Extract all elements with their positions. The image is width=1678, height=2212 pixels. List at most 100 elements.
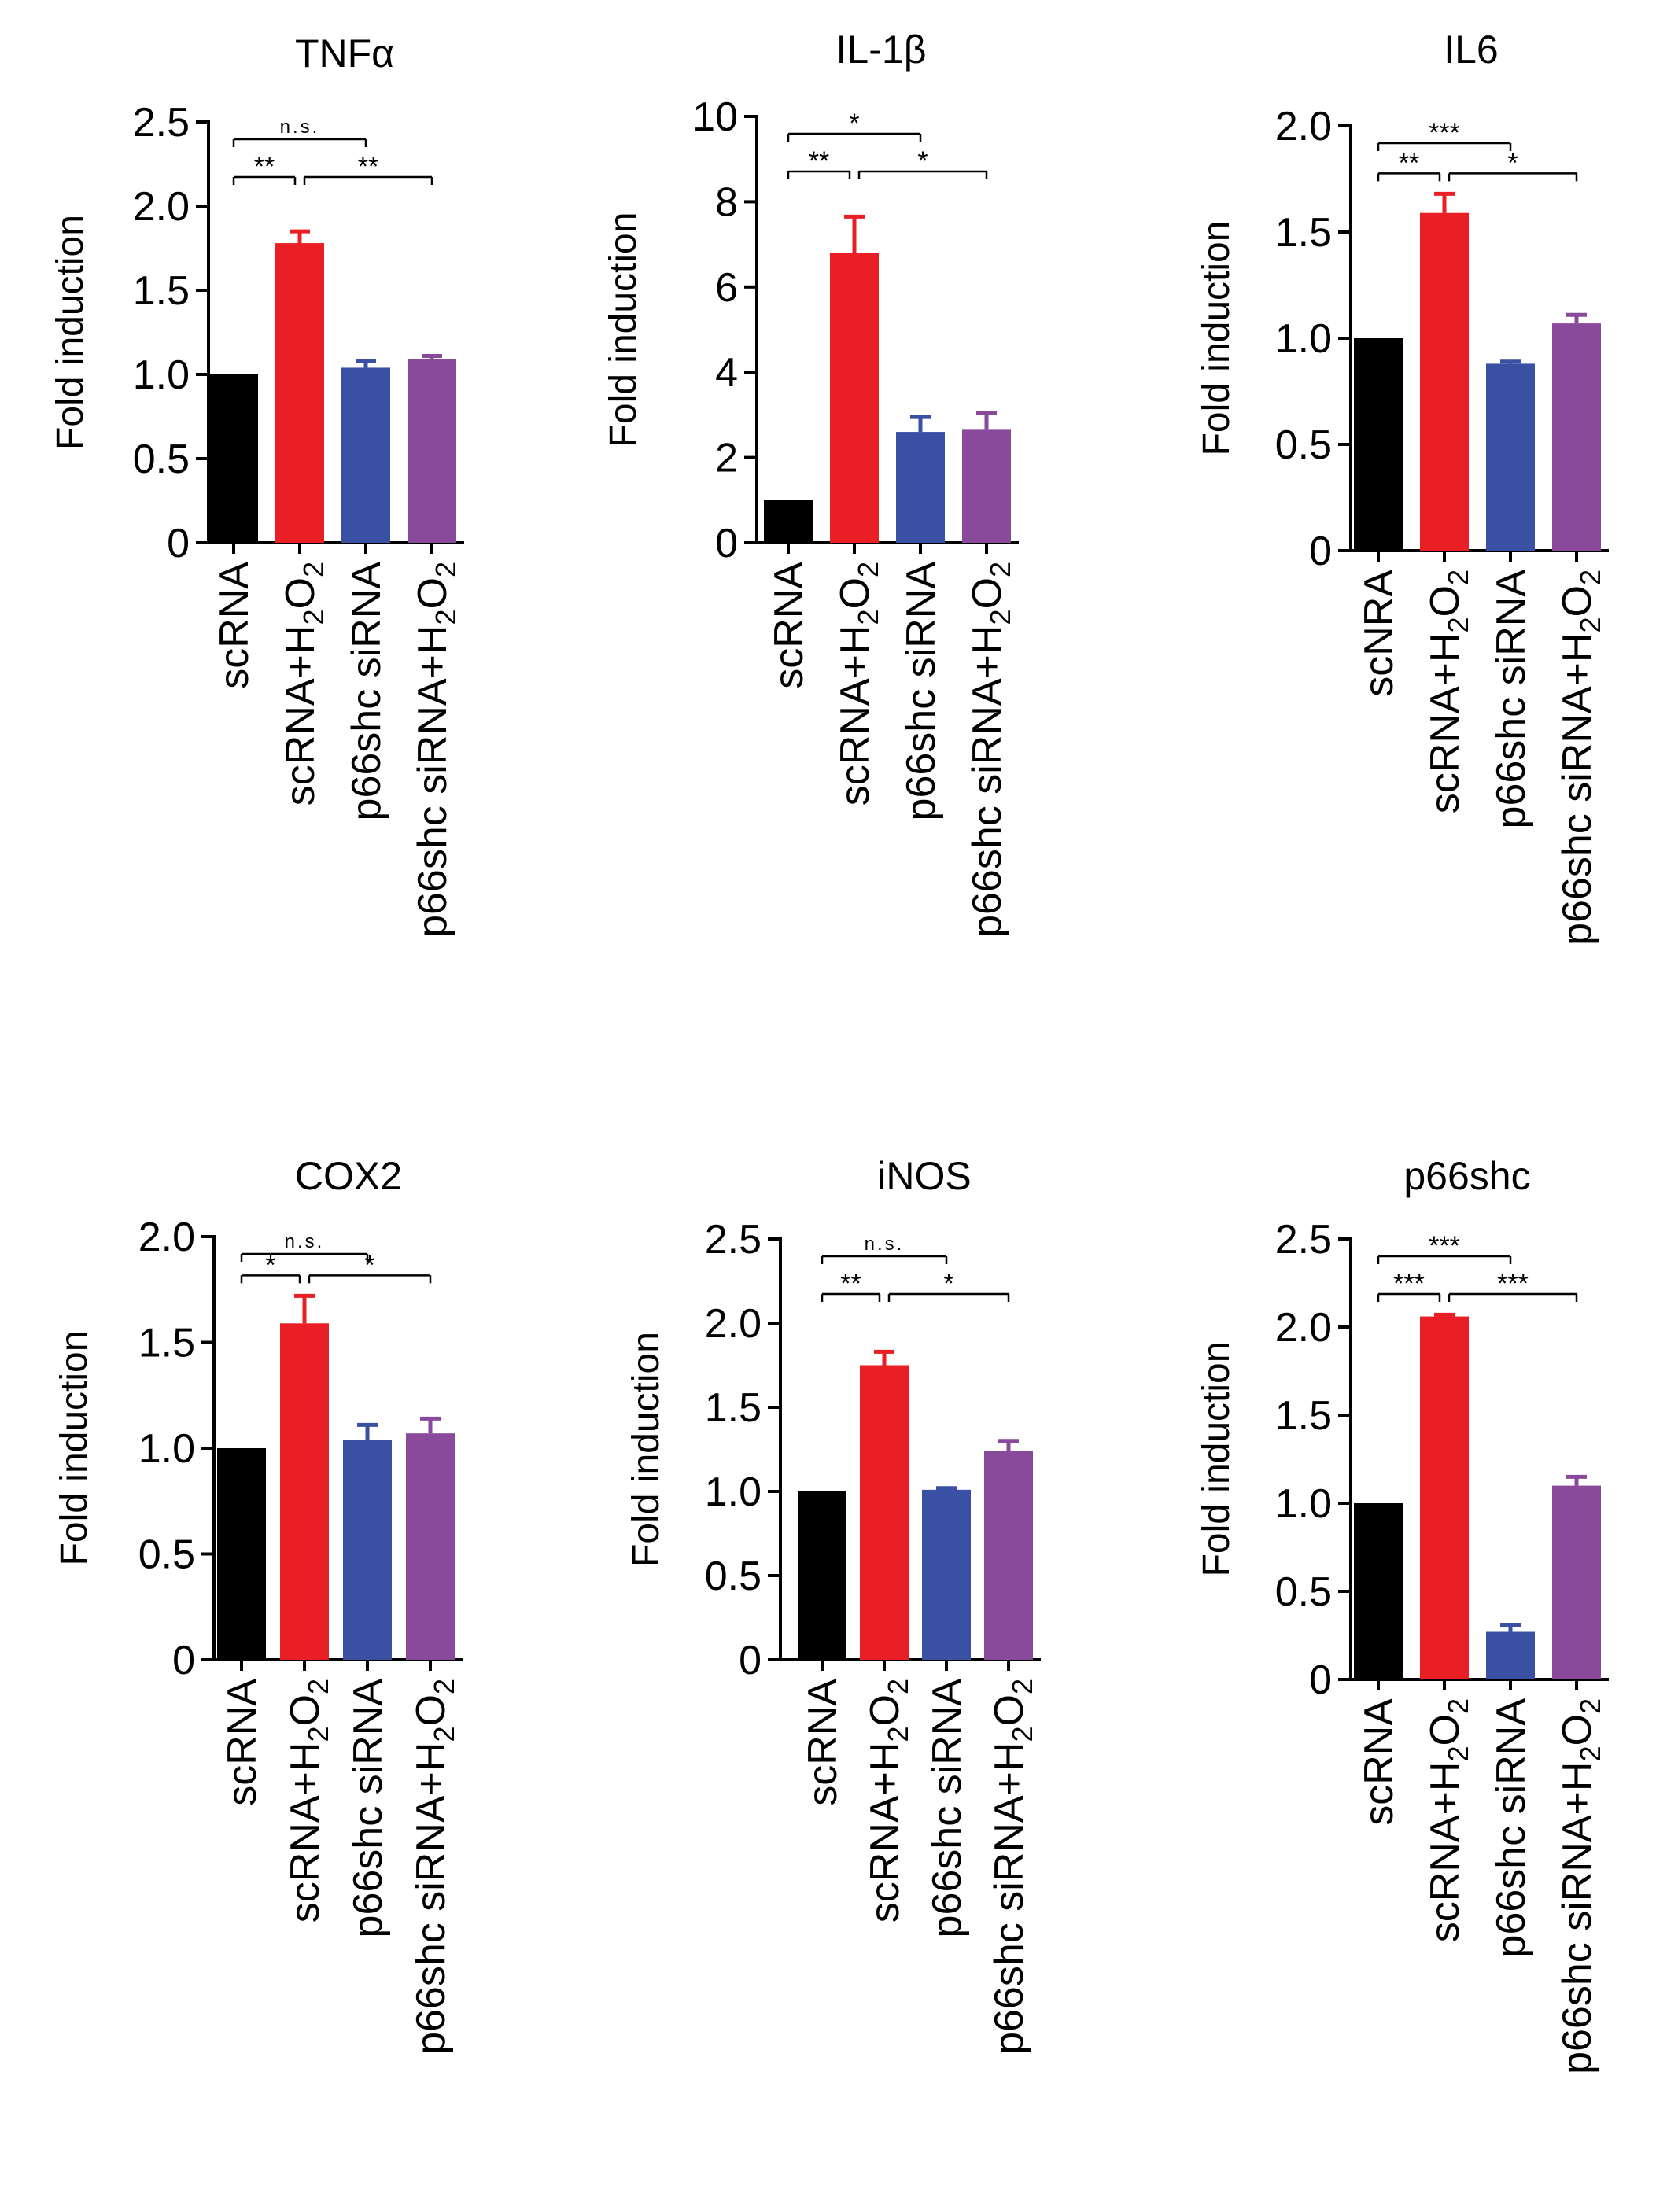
chart-panel-4: iNOS Fold induction 0 0.5 1.0 1.5 2.0 2.5 scRNA s… <box>625 1154 1041 2055</box>
y-tick-label: 2.0 <box>1275 104 1332 149</box>
bar <box>343 1440 392 1660</box>
y-tick-label: 0.5 <box>1275 422 1332 468</box>
significance-label: ** <box>254 152 275 182</box>
significance-bracket: *** <box>1377 1269 1441 1302</box>
bar <box>1354 1503 1403 1679</box>
y-tick-label: 1.0 <box>138 1426 195 1472</box>
chart-panel-0: TNFα Fold induction 0 0.5 1.0 1.5 2.0 2.5 scRNA s… <box>50 31 464 938</box>
significance-bracket: * <box>887 1269 1010 1302</box>
y-tick-label: 0.5 <box>133 437 190 482</box>
significance-label: ** <box>809 146 829 176</box>
x-tick-label: p66shc siRNA <box>1488 1698 1534 1958</box>
x-tick-label: scRNA+H2O2 <box>278 562 330 806</box>
bar <box>280 1323 329 1660</box>
y-tick-label: 2.5 <box>705 1217 762 1263</box>
x-tick-label: p66shc siRNA <box>924 1679 970 1938</box>
significance-bracket: * <box>787 109 922 142</box>
y-tick-label: 1.5 <box>1275 1393 1332 1439</box>
significance-label: * <box>265 1250 275 1280</box>
chart-panel-3: COX2 Fold induction 0 0.5 1.0 1.5 2.0 scRNA scRN… <box>53 1154 463 2055</box>
bar <box>1552 1485 1601 1679</box>
x-tick-label: p66shc siRNA <box>344 562 389 821</box>
x-tick-label: scRNA+H2O2 <box>862 1679 914 1923</box>
significance-label: *** <box>1393 1269 1425 1299</box>
chart-title: COX2 <box>295 1154 402 1198</box>
x-tick-label: scRNA+H2O2 <box>282 1679 334 1923</box>
significance-label: *** <box>1497 1269 1529 1299</box>
bar <box>1354 338 1403 551</box>
y-axis-label: Fold induction <box>50 215 91 450</box>
bar <box>922 1489 971 1660</box>
x-tick-label: p66shc siRNA <box>898 562 944 821</box>
y-tick-label: 0.5 <box>705 1554 762 1599</box>
y-tick-label: 2 <box>715 436 738 481</box>
significance-label: * <box>364 1250 374 1280</box>
x-tick-label: scNRA <box>1356 570 1402 697</box>
x-tick-label: p66shc siRNA+H2O2 <box>408 1679 460 2055</box>
significance-bracket: * <box>240 1250 301 1284</box>
y-tick-label: 1.5 <box>133 268 190 314</box>
significance-bracket: * <box>1448 148 1578 182</box>
y-tick-label: 1.5 <box>138 1321 195 1366</box>
chart-panel-2: IL6 Fold induction 0 0.5 1.0 1.5 2.0 scNRA scRNA… <box>1196 28 1609 946</box>
bar <box>217 1448 266 1660</box>
y-tick-label: 0 <box>715 521 738 566</box>
y-tick-label: 2.0 <box>705 1301 762 1347</box>
significance-bracket: *** <box>1448 1269 1578 1302</box>
y-tick-label: 1.0 <box>705 1469 762 1515</box>
chart-title: TNFα <box>295 31 394 76</box>
bar <box>984 1451 1033 1660</box>
x-tick-label: scRNA+H2O2 <box>1422 570 1474 813</box>
significance-label: ** <box>840 1269 861 1299</box>
significance-label: n.s. <box>285 1231 325 1252</box>
y-axis-label: Fold induction <box>1196 221 1237 456</box>
significance-label: * <box>917 146 928 176</box>
chart-panel-5: p66shc Fold induction 0 0.5 1.0 1.5 2.0 2.5 scRN… <box>1196 1154 1609 2074</box>
bar <box>830 253 879 543</box>
y-tick-label: 1.0 <box>1275 1481 1332 1527</box>
chart-title: IL6 <box>1444 28 1499 72</box>
x-tick-label: p66shc siRNA+H2O2 <box>1554 570 1606 946</box>
chart-title: iNOS <box>877 1154 971 1198</box>
x-tick-label: p66shc siRNA+H2O2 <box>1554 1698 1606 2074</box>
y-tick-label: 1.0 <box>1275 316 1332 362</box>
significance-bracket: *** <box>1377 1231 1512 1264</box>
x-tick-label: scRNA+H2O2 <box>1422 1698 1474 1942</box>
bar <box>406 1433 455 1660</box>
x-tick-label: p66shc siRNA <box>1488 570 1534 829</box>
x-tick-label: scRNA <box>212 562 257 689</box>
bar <box>1420 1316 1469 1679</box>
y-tick-label: 1.0 <box>133 352 190 398</box>
x-tick-label: p66shc siRNA <box>345 1679 391 1938</box>
bar <box>798 1491 846 1660</box>
x-tick-label: scRNA <box>219 1679 265 1806</box>
significance-bracket: ** <box>232 152 297 185</box>
significance-label: n.s. <box>280 116 320 138</box>
y-tick-label: 1.5 <box>705 1385 762 1431</box>
y-axis-label: Fold induction <box>53 1331 95 1566</box>
chart-panel-1: IL-1β Fold induction 0 2 4 6 8 10 scRNA scRNA+H2O… <box>603 28 1019 938</box>
x-tick-label: p66shc siRNA+H2O2 <box>410 562 462 938</box>
significance-label: *** <box>1429 118 1460 148</box>
y-tick-label: 2.0 <box>138 1215 195 1260</box>
y-tick-label: 1.5 <box>1275 210 1332 256</box>
y-tick-label: 2.0 <box>133 184 190 230</box>
significance-bracket: ** <box>787 146 851 179</box>
y-tick-label: 8 <box>715 179 738 225</box>
significance-bracket: n.s. <box>821 1233 948 1264</box>
y-tick-label: 6 <box>715 265 738 311</box>
y-tick-label: 0 <box>172 1638 195 1683</box>
y-tick-label: 2.5 <box>1275 1217 1332 1263</box>
significance-bracket: ** <box>821 1269 881 1302</box>
significance-bracket: ** <box>303 152 433 185</box>
significance-label: * <box>1507 148 1518 178</box>
x-tick-label: scRNA <box>800 1679 846 1806</box>
bar <box>896 432 945 543</box>
significance-bracket: * <box>308 1250 432 1284</box>
y-tick-label: 10 <box>692 94 738 140</box>
y-tick-label: 0 <box>1309 529 1332 574</box>
bar <box>1486 363 1535 551</box>
y-tick-label: 0 <box>167 521 190 566</box>
x-tick-label: p66shc siRNA+H2O2 <box>964 562 1016 938</box>
chart-title: p66shc <box>1403 1154 1530 1198</box>
